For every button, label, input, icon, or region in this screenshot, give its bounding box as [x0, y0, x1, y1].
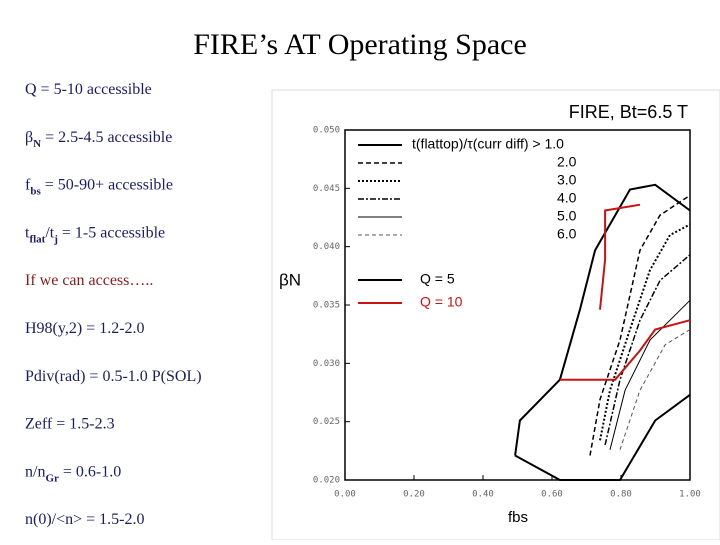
- y-tick-label: 0.025: [313, 417, 340, 427]
- text-run: = 0.6-1.0: [59, 463, 121, 480]
- text-run: β: [25, 128, 33, 145]
- y-tick-label: 0.045: [313, 184, 340, 194]
- series-line: [514, 183, 691, 456]
- x-tick-label: 0.00: [334, 490, 356, 500]
- x-tick-label: 0.60: [541, 490, 563, 500]
- bullet-text: Q = 5-10 accessible: [25, 81, 152, 98]
- bullet-text: βN = 2.5-4.5 accessible: [25, 128, 172, 149]
- bullet-text: If we can access…..: [25, 272, 153, 289]
- series-line: [599, 223, 691, 441]
- bullet-text: Zeff = 1.5-2.3: [25, 415, 115, 432]
- text-run: Q = 5-10 accessible: [25, 81, 152, 98]
- legend-label: t(flattop)/τ(curr diff) > 1.0: [412, 136, 564, 152]
- bullet-text: H98(y,2) = 1.2-2.0: [25, 320, 145, 337]
- series-line: [559, 203, 691, 381]
- text-run: H98(y,2) = 1.2-2.0: [25, 320, 145, 337]
- text-run: f: [25, 176, 31, 193]
- y-tick-label: 0.040: [313, 242, 340, 252]
- text-run: = 1-5 accessible: [58, 224, 165, 241]
- legend-label: 5.0: [557, 208, 577, 224]
- bullet-text: tflat/tj = 1-5 accessible: [25, 224, 165, 245]
- series-line: [619, 329, 691, 450]
- bullet-text: Pdiv(rad) = 0.5-1.0 P(SOL): [25, 367, 202, 384]
- series-line: [589, 194, 691, 456]
- text-run: If we can access…..: [25, 272, 153, 289]
- legend-label: 2.0: [557, 154, 577, 170]
- text-run: n(0)/<n> = 1.5-2.0: [25, 511, 145, 528]
- subscript: N: [33, 137, 41, 149]
- legend-label: 3.0: [557, 172, 577, 188]
- legend-label: 4.0: [557, 190, 577, 206]
- text-run: = 50-90+ accessible: [41, 176, 173, 193]
- y-tick-label: 0.035: [313, 301, 340, 311]
- subscript: flat: [29, 233, 45, 245]
- bullet-text: fbs = 50-90+ accessible: [25, 176, 173, 197]
- y-tick-label: 0.020: [313, 476, 340, 486]
- text-run: /t: [45, 224, 54, 241]
- x-tick-label: 0.80: [610, 490, 632, 500]
- x-axis-label: fbs: [508, 509, 528, 526]
- y-axis-label: βN: [279, 270, 301, 289]
- series-line: [604, 254, 691, 446]
- text-run: Pdiv(rad) = 0.5-1.0 P(SOL): [25, 367, 202, 384]
- series-line: [514, 393, 691, 481]
- x-tick-label: 1.00: [679, 490, 701, 500]
- slide-title: FIRE’s AT Operating Space: [193, 28, 527, 61]
- chart-title: FIRE, Bt=6.5 T: [569, 102, 688, 122]
- legend-label: 6.0: [557, 226, 577, 242]
- text-run: Zeff = 1.5-2.3: [25, 415, 115, 432]
- series-line: [609, 299, 691, 450]
- legend-label: Q = 5: [420, 271, 455, 287]
- bullet-text: n(0)/<n> = 1.5-2.0: [25, 511, 145, 528]
- text-run: n/n: [25, 463, 45, 480]
- legend-label: Q = 10: [420, 294, 463, 310]
- bullet-text: n/nGr = 0.6-1.0: [25, 463, 121, 484]
- y-tick-label: 0.030: [313, 359, 340, 369]
- subscript: Gr: [45, 472, 59, 484]
- figure-frame: [271, 89, 720, 541]
- text-run: = 2.5-4.5 accessible: [41, 128, 172, 145]
- subscript: bs: [30, 185, 41, 197]
- x-tick-label: 0.40: [472, 490, 494, 500]
- text-run: t: [25, 224, 30, 241]
- y-tick-label: 0.050: [313, 126, 340, 136]
- subscript: j: [53, 233, 58, 245]
- x-tick-label: 0.20: [403, 490, 425, 500]
